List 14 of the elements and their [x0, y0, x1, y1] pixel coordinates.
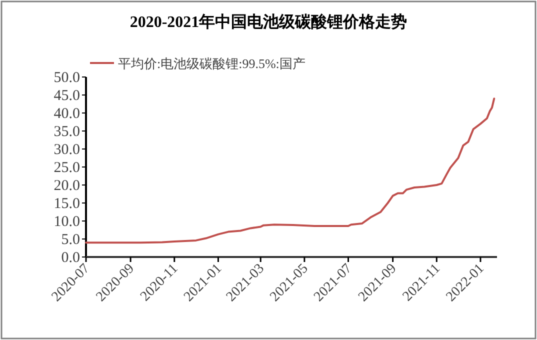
y-tick-label: 35.0: [54, 124, 80, 140]
y-tick-label: 50.0: [54, 70, 80, 86]
y-tick-label: 10.0: [54, 214, 80, 230]
y-tick-label: 30.0: [54, 142, 80, 158]
chart-title: 2020-2021年中国电池级碳酸锂价格走势: [130, 13, 408, 31]
y-tick-label: 45.0: [54, 88, 80, 104]
y-tick-label: 40.0: [54, 106, 80, 122]
y-tick-label: 5.0: [61, 232, 80, 248]
line-series: [85, 98, 496, 244]
y-tick-label: 25.0: [54, 160, 80, 176]
y-tick-label: 20.0: [54, 178, 80, 194]
legend-label: 平均价:电池级碳酸锂:99.5%:国产: [118, 56, 306, 71]
y-tick-label: 15.0: [54, 196, 80, 212]
y-tick-label: 0.0: [61, 250, 80, 266]
